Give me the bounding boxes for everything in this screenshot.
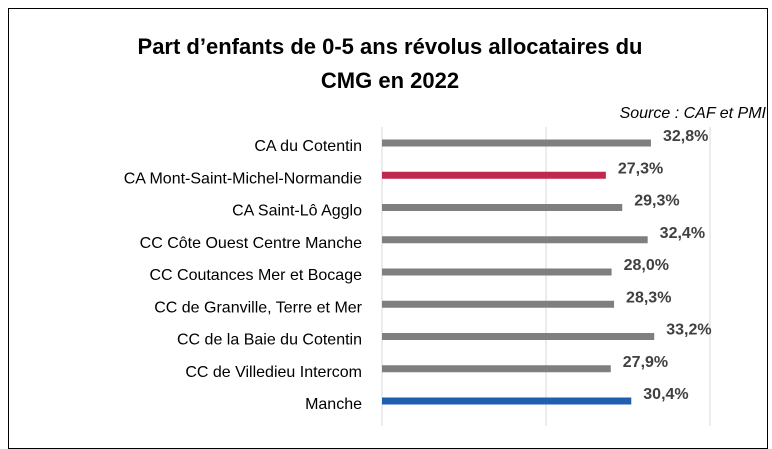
bar: [382, 268, 612, 276]
bar: [382, 365, 611, 373]
data-label: 28,3%: [626, 289, 671, 306]
y-tick-label: CA du Cotentin: [254, 138, 362, 155]
bar: [382, 397, 632, 405]
bar: [382, 171, 606, 179]
y-tick-label: CA Mont-Saint-Michel-Normandie: [124, 170, 362, 187]
y-tick-label: CC de la Baie du Cotentin: [177, 332, 362, 349]
data-label: 32,8%: [663, 128, 708, 145]
chart-border: [8, 8, 768, 449]
bar: [382, 139, 651, 147]
data-label: 30,4%: [643, 386, 688, 403]
data-label: 28,0%: [624, 257, 669, 274]
chart-title: Part d’enfants de 0-5 ans révolus alloca…: [138, 34, 643, 59]
y-tick-label: CA Saint-Lô Agglo: [232, 203, 362, 220]
chart-title: CMG en 2022: [321, 68, 459, 93]
data-label: 29,3%: [634, 193, 679, 210]
bar: [382, 300, 615, 308]
data-label: 32,4%: [660, 225, 705, 242]
bar: [382, 204, 623, 211]
chart-subtitle: Source : CAF et PMI: [620, 105, 767, 122]
data-label: 33,2%: [666, 322, 711, 339]
bar: [382, 236, 648, 244]
data-label: 27,9%: [623, 354, 668, 371]
data-label: 27,3%: [618, 160, 663, 177]
y-tick-label: CC de Villedieu Intercom: [185, 364, 362, 381]
y-tick-label: CC de Granville, Terre et Mer: [154, 299, 362, 316]
y-tick-label: CC Côte Ouest Centre Manche: [140, 235, 362, 252]
bar: [382, 333, 655, 340]
y-tick-label: CC Coutances Mer et Bocage: [149, 267, 362, 284]
y-tick-label: Manche: [305, 396, 362, 413]
